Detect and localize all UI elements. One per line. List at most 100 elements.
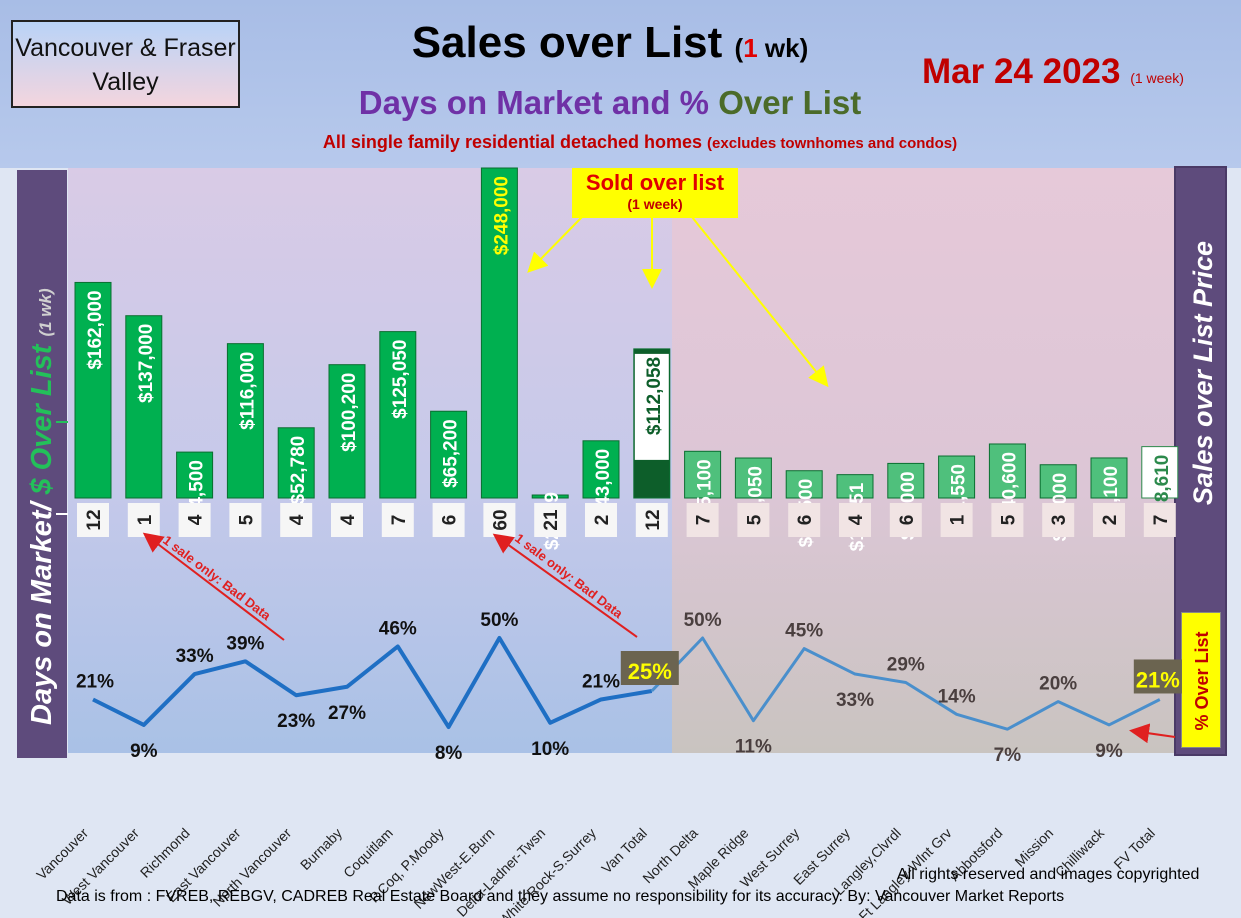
- dom-label-18: 5: [998, 514, 1019, 525]
- dom-label-0: 12: [84, 509, 105, 530]
- dom-label-8: 60: [490, 509, 511, 530]
- pct-label-10: 21%: [582, 671, 620, 692]
- pct-total-box-21: [1133, 659, 1182, 694]
- chart-title: Sales over List (1 wk): [411, 18, 809, 67]
- region-label: Vancouver & Fraser Valley: [11, 20, 240, 108]
- pct-label-18: 7%: [994, 745, 1022, 766]
- dom-label-17: 1: [948, 514, 969, 525]
- dom-box-21: [1143, 503, 1176, 537]
- dom-label-16: 6: [897, 515, 918, 526]
- title-wk-number: 1: [743, 33, 758, 63]
- pct-label-1: 9%: [130, 741, 158, 762]
- pct-total-box-11: [620, 651, 679, 685]
- dom-label-11: 12: [643, 509, 664, 530]
- bar-17: [938, 455, 976, 499]
- bar-label-10: $43,000: [593, 449, 614, 518]
- date-text: Mar 24 2023: [922, 52, 1121, 91]
- pct-label-13: 11%: [735, 737, 772, 758]
- dom-box-5: [331, 503, 363, 537]
- dom-box-9: [534, 503, 567, 537]
- bar-10: [582, 440, 620, 499]
- bad-data-arrow-delta: [492, 533, 638, 638]
- pct-label-19: 20%: [1039, 674, 1077, 695]
- subtitle-part2: Over List: [718, 84, 862, 121]
- dom-label-2: 4: [186, 514, 207, 525]
- bar-3: [226, 343, 264, 499]
- bad-data-note-west-vancouver: 1 sale only: Bad Data: [160, 532, 274, 623]
- category-label-19: Mission: [1011, 825, 1056, 870]
- pct-label-2: 33%: [176, 646, 214, 667]
- title-wk-unit: wk: [764, 33, 800, 63]
- category-label-5: Burnaby: [297, 825, 345, 873]
- dom-box-6: [381, 503, 414, 537]
- sold-over-list-callout: Sold over list (1 week): [572, 168, 738, 218]
- dom-box-15: [839, 503, 871, 537]
- pct-label-12: 50%: [684, 610, 722, 631]
- dom-box-10: [585, 503, 617, 537]
- dom-box-2: [178, 503, 211, 537]
- dom-box-17: [940, 503, 973, 537]
- pct-line-vancouver: [92, 636, 653, 730]
- pct-label-8: 50%: [480, 610, 518, 631]
- bar-2: [176, 451, 214, 499]
- dom-box-3: [229, 503, 262, 537]
- pct-label-20: 9%: [1095, 741, 1123, 762]
- bar-label-11: $112,058: [644, 357, 665, 435]
- bar-6: [379, 331, 417, 499]
- pct-label-7: 8%: [435, 743, 463, 764]
- dom-label-21: 7: [1151, 515, 1172, 526]
- bad-data-note-delta: 1 sale only: Bad Data: [512, 530, 626, 621]
- dom-box-4: [280, 503, 313, 537]
- chart-note: All single family residential detached h…: [200, 132, 1080, 153]
- bar-label-bg-11: [634, 353, 669, 460]
- callout-small: (1 week): [627, 196, 683, 212]
- plot-background-vancouver: [68, 168, 672, 753]
- bar-4: [277, 427, 315, 499]
- dom-box-14: [788, 503, 821, 537]
- pct-label-arrow: [1129, 723, 1176, 744]
- bar-20: [1090, 457, 1128, 499]
- dom-label-15: 4: [846, 514, 867, 525]
- dom-box-8: [483, 503, 516, 537]
- bar-13: [734, 457, 772, 499]
- dom-box-12: [686, 503, 719, 537]
- dom-box-13: [737, 503, 770, 537]
- bar-5: [328, 364, 366, 499]
- report-date: Mar 24 2023 (1 week): [922, 52, 1232, 92]
- pct-label-5: 27%: [328, 703, 366, 724]
- dom-label-14: 6: [795, 515, 816, 526]
- bar-label-3: $116,000: [237, 352, 258, 430]
- footer-source: Data is from : FVREB, REBGV, CADREB Real…: [56, 888, 1065, 905]
- bar-label-6: $125,050: [390, 340, 411, 419]
- bar-18: [988, 443, 1026, 499]
- left-axis-panel: Days on Market/ $ Over List (1 wk): [17, 170, 67, 758]
- bar-12: [684, 450, 722, 499]
- dom-label-6: 7: [389, 515, 410, 526]
- pct-line-fraser-valley: [650, 636, 1161, 731]
- note-small: (excludes townhomes and condos): [707, 135, 958, 152]
- callout-arrow-right: [691, 216, 829, 388]
- bar-8: [480, 167, 518, 499]
- footer-rights: All rights reserved and images copyright…: [897, 866, 1200, 883]
- bar-label-4: $52,780: [288, 436, 309, 505]
- chart-subtitle: Days on Market and % Over List: [250, 84, 970, 122]
- pct-over-list-label-box: % Over List: [1181, 612, 1221, 748]
- bar-14: [785, 470, 823, 499]
- dom-label-5: 4: [338, 514, 359, 525]
- dom-box-11: [635, 503, 668, 537]
- pct-label-11: 25%: [628, 659, 672, 684]
- dom-label-1: 1: [135, 514, 156, 525]
- pct-label-0: 21%: [76, 671, 114, 692]
- bar-1: [125, 315, 163, 499]
- bar-16: [887, 462, 925, 499]
- category-label-11: Van Total: [598, 825, 650, 877]
- date-small: (1 week): [1130, 70, 1184, 86]
- dom-label-10: 2: [592, 515, 613, 526]
- bar-9: [531, 494, 569, 499]
- subtitle-part1: Days on Market and %: [358, 84, 710, 121]
- dom-label-3: 5: [236, 514, 257, 525]
- bar-15: [836, 474, 874, 499]
- pct-label-15: 33%: [836, 690, 874, 711]
- bar-label-8: $248,000: [491, 176, 512, 255]
